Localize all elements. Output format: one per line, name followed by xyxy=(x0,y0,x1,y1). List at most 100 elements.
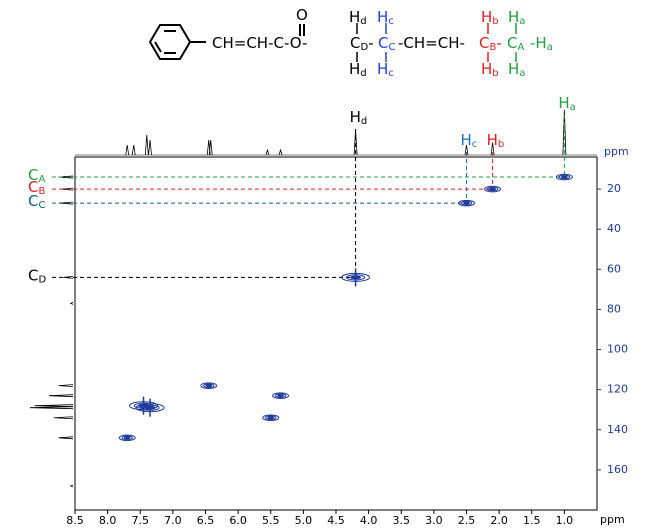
top-projection-peak xyxy=(278,148,283,156)
structure-label-sub: D xyxy=(360,42,368,53)
h-annotation: Ha xyxy=(558,94,575,114)
x-tick-label: 5.0 xyxy=(295,514,313,527)
structure-label-sub: b xyxy=(492,68,498,79)
x-tick-label: 8.0 xyxy=(99,514,117,527)
top-projection-peak xyxy=(148,139,152,156)
structure-label: -CH=CH- xyxy=(398,34,465,52)
c-annotation: CC xyxy=(28,192,45,212)
c-annotation: CD xyxy=(28,266,46,286)
cross-peak-contour xyxy=(460,200,473,206)
h-annotation-sub: b xyxy=(498,139,504,150)
structure-label: Ha xyxy=(508,8,525,28)
cross-peak-contour xyxy=(277,394,284,398)
x-tick-label: 8.5 xyxy=(66,514,84,527)
y-axis-label: ppm xyxy=(604,145,629,158)
y-tick-label: 140 xyxy=(607,423,628,436)
left-projection-peak xyxy=(69,302,74,305)
structure-label-text: H xyxy=(481,60,492,78)
y-tick-label: 120 xyxy=(607,383,628,396)
top-projection-peak xyxy=(125,144,130,156)
left-projection-peak xyxy=(58,436,74,440)
cross-peak-contour xyxy=(458,199,475,207)
structure-label-text: H xyxy=(508,60,519,78)
structure-label-sub: c xyxy=(388,16,394,27)
top-projection-peak xyxy=(490,142,495,156)
cross-peak xyxy=(458,199,475,207)
structure-label: Hd xyxy=(349,60,367,80)
cross-peak-contour xyxy=(200,382,218,389)
c-annotation-sub: D xyxy=(38,274,46,285)
structure-label-text: O xyxy=(296,6,308,24)
cross-peak-contour xyxy=(203,383,215,388)
cross-peak-contour xyxy=(267,416,275,420)
cross-peak xyxy=(341,268,371,287)
structure-label: Hc xyxy=(377,8,394,28)
structure-label-sub: a xyxy=(519,16,525,27)
left-projection-peak xyxy=(58,384,74,388)
structure-label-sub: c xyxy=(388,68,394,79)
c-annotation: CB xyxy=(28,178,45,198)
structure-label-text: C xyxy=(350,34,360,52)
top-projection-peak xyxy=(131,144,136,156)
structure-label: Hb xyxy=(481,60,499,80)
y-tick-label: 160 xyxy=(607,463,628,476)
h-annotation-text: H xyxy=(487,131,498,149)
x-tick-label: 1.0 xyxy=(556,514,574,527)
structure-label: Hc xyxy=(377,60,394,80)
c-annotation-text: C xyxy=(28,166,38,184)
structure-label-text: H xyxy=(535,34,546,52)
y-tick-label: 60 xyxy=(607,262,621,275)
y-tick-label: 40 xyxy=(607,222,621,235)
structure-label-sub: A xyxy=(517,42,524,53)
top-projection-peak xyxy=(208,139,213,156)
structure-dash: - xyxy=(368,34,373,52)
structure-drawing xyxy=(148,23,517,62)
structure-label-sub: B xyxy=(489,42,496,53)
c-annotation-sub: B xyxy=(38,186,45,197)
structure-label-text: C xyxy=(507,34,517,52)
structure-label-text: H xyxy=(349,60,360,78)
c-annotation-text: C xyxy=(28,266,38,284)
cross-peak-contour xyxy=(463,201,470,205)
x-tick-label: 7.5 xyxy=(132,514,150,527)
structure-label: Hb xyxy=(481,8,499,28)
c-annotation-text: C xyxy=(28,178,38,196)
x-tick-label: 4.5 xyxy=(327,514,345,527)
cross-peak-contour xyxy=(123,436,131,440)
cross-peak-contour xyxy=(118,434,136,442)
left-projection-peak xyxy=(53,416,74,420)
ring-bond xyxy=(154,41,162,53)
x-tick-label: 6.0 xyxy=(229,514,247,527)
structure-label-sub: a xyxy=(519,68,525,79)
structure-label-text: H xyxy=(508,8,519,26)
h-annotation: Hc xyxy=(461,131,478,151)
structure-label-sub: d xyxy=(360,68,366,79)
left-projection-peak xyxy=(63,275,74,279)
structure-label: CA xyxy=(507,34,524,54)
structure-label-sub: b xyxy=(492,16,498,27)
structure-label: -Ha xyxy=(530,34,553,54)
h-annotation-sub: c xyxy=(472,139,478,150)
c-annotation-sub: C xyxy=(38,200,45,211)
cross-peak xyxy=(272,392,290,399)
cross-peak-contour xyxy=(561,175,568,179)
h-annotation: Hd xyxy=(350,108,368,128)
cross-peak xyxy=(555,173,573,181)
cross-peak-contour xyxy=(274,393,287,398)
left-projection-peak xyxy=(69,484,74,488)
structure-label-sub: d xyxy=(360,16,366,27)
h-annotation-text: H xyxy=(350,108,361,126)
c-annotation-text: C xyxy=(28,192,38,210)
top-projection-peak xyxy=(562,109,567,156)
h-annotation-text: H xyxy=(461,131,472,149)
y-tick-label: 100 xyxy=(607,343,628,356)
x-axis-label: ppm xyxy=(600,513,625,526)
c-annotation-sub: A xyxy=(38,174,45,185)
h-annotation-sub: d xyxy=(361,116,367,127)
cross-peak-contour xyxy=(558,174,571,180)
cross-peak-contour xyxy=(555,173,573,181)
h-annotation: Hb xyxy=(487,131,505,151)
c-annotation: CA xyxy=(28,166,45,186)
top-projection-peak xyxy=(144,134,149,156)
left-projection-peak xyxy=(48,394,74,398)
